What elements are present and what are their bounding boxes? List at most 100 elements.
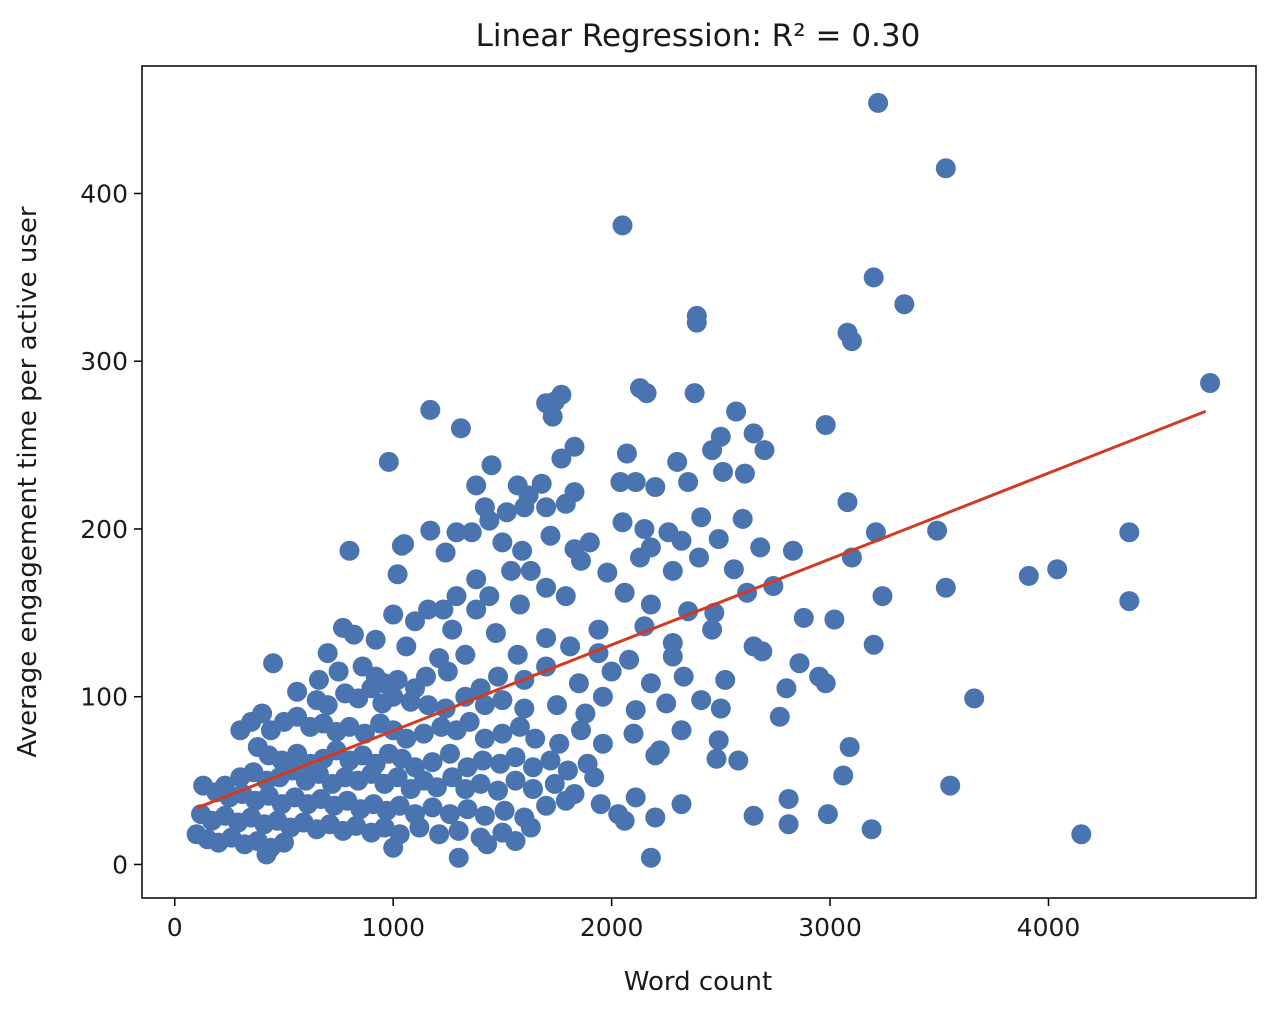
data-point [396,728,417,749]
y-tick-label: 100 [80,683,128,712]
data-point [387,669,408,690]
data-point [579,532,600,553]
data-point [1071,824,1092,845]
data-point [667,451,688,472]
data-point [935,158,956,179]
data-point [815,415,836,435]
y-tick-label: 300 [80,347,128,376]
data-point [343,624,364,645]
data-point [763,576,784,596]
data-point [592,686,613,707]
data-point [474,728,495,749]
data-point [640,847,661,868]
data-point [339,716,360,737]
x-tick-label: 1000 [361,913,425,942]
data-point [671,794,692,815]
data-point [544,391,565,412]
data-point [590,794,611,815]
data-point [431,716,452,737]
data-point [470,773,491,794]
data-point [776,678,797,699]
fit-line-layer [196,409,1207,810]
data-point [442,619,463,640]
data-point [466,599,487,620]
data-point [782,540,803,561]
data-point [555,493,576,514]
regression-line [196,409,1207,810]
data-point [492,532,513,553]
data-point [520,560,541,581]
data-point [420,399,441,420]
data-point [547,695,567,716]
data-point [564,436,585,457]
data-point [413,723,434,744]
data-point [726,401,747,422]
data-point [872,586,893,607]
data-point [387,767,408,788]
points-layer [186,92,1221,868]
data-point [509,716,530,737]
data-point [391,535,412,556]
data-point [723,559,744,580]
data-point [433,599,454,620]
x-tick-label: 3000 [798,913,862,942]
x-axis-label: Word count [624,967,772,997]
data-point [656,693,677,714]
data-point [1119,522,1140,543]
data-point [426,777,447,798]
data-point [673,666,694,687]
data-point [728,750,749,771]
data-point [274,832,294,853]
data-point [833,765,854,786]
data-point [457,799,478,820]
data-point [488,666,508,687]
data-point [868,92,889,113]
data-point [479,586,500,607]
data-point [461,522,482,543]
data-point [523,757,543,778]
data-point [1200,373,1221,393]
data-point [416,666,436,687]
data-point [440,804,460,825]
data-point [610,472,631,492]
data-point [230,720,251,741]
data-point [684,383,705,404]
data-point [523,779,543,799]
data-point [793,607,814,628]
data-point [568,673,589,694]
data-point [743,805,764,826]
data-point [778,814,799,835]
data-point [409,817,430,838]
data-point [477,834,498,855]
data-point [571,720,591,741]
data-point [531,473,552,494]
data-point [713,461,733,482]
data-point [645,477,666,497]
data-point [374,817,395,838]
data-point [691,690,712,711]
data-point [614,582,635,603]
data-point [459,711,480,732]
data-point [815,673,836,694]
data-point [612,512,633,533]
data-point [817,804,838,825]
data-point [466,475,487,496]
data-point [544,773,565,794]
data-point [555,586,576,607]
data-point [625,700,646,721]
data-point [505,831,526,851]
data-point [520,817,541,838]
data-point [940,775,961,796]
data-point [689,547,709,568]
y-tick-label: 200 [80,515,128,544]
data-point [448,847,469,868]
data-point [691,507,712,528]
data-point [457,757,478,778]
data-point [625,472,646,492]
data-point [1119,591,1140,612]
data-point [420,520,441,541]
data-point [383,604,404,625]
data-point [865,522,886,543]
data-point [636,383,657,404]
